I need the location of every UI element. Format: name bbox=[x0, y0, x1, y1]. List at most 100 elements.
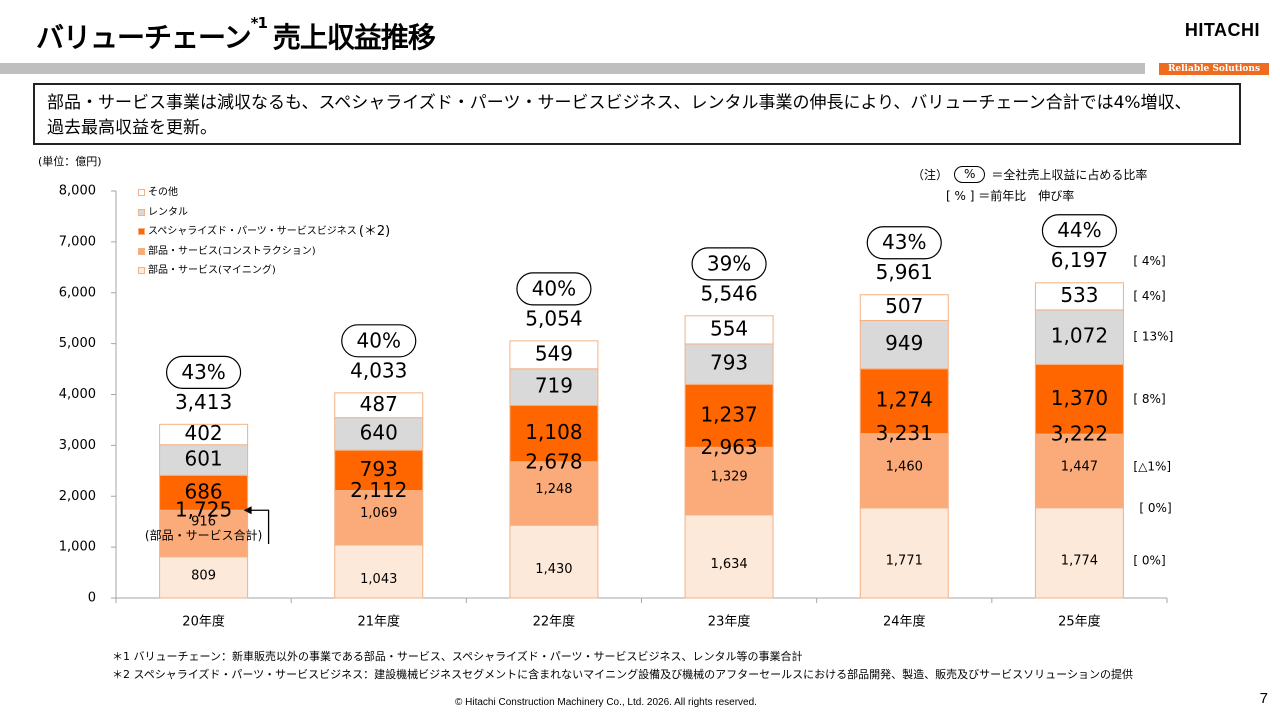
legend-item: 部品・サービス(マイニング) bbox=[138, 261, 390, 281]
legend-label: スペシャライズド・パーツ・サービスビジネス bbox=[148, 226, 357, 237]
page-number: 7 bbox=[1259, 690, 1268, 707]
bar-segment bbox=[334, 392, 424, 419]
share-pill bbox=[866, 226, 942, 260]
segment-label: 549 bbox=[535, 341, 573, 365]
footnotes: ＊1 バリューチェーン：新車販売以外の事業である部品・サービス、スペシャライズド… bbox=[112, 648, 1133, 684]
x-tick-label: 20年度 bbox=[182, 614, 225, 630]
share-pill-label: 40% bbox=[357, 328, 401, 352]
x-tick-label: 25年度 bbox=[1058, 614, 1101, 630]
legend-swatch bbox=[138, 247, 145, 255]
y-tick-label: 7,000 bbox=[59, 234, 96, 249]
segment-label: 402 bbox=[184, 421, 222, 445]
share-pill-label: 44% bbox=[1057, 218, 1101, 242]
legend-item: スペシャライズド・パーツ・サービスビジネス (＊2) bbox=[138, 222, 390, 242]
share-pill-label: 39% bbox=[707, 251, 751, 275]
share-pill bbox=[516, 272, 592, 306]
bar-segment bbox=[684, 315, 774, 345]
unit-label: (単位：億円) bbox=[38, 155, 102, 168]
summary-line-2: 過去最高収益を更新。 bbox=[47, 118, 217, 138]
bar-segment bbox=[684, 383, 774, 448]
segment-label: 1,274 bbox=[876, 388, 933, 412]
bar-segment bbox=[509, 404, 599, 463]
segment-label: 686 bbox=[184, 479, 222, 503]
segment-label: 1,460 bbox=[886, 459, 923, 474]
bar-segment bbox=[159, 509, 249, 558]
total-label: 5,546 bbox=[700, 281, 757, 305]
segment-label: 809 bbox=[191, 569, 216, 584]
parts-service-annotation: (部品・サービス合計) bbox=[145, 528, 262, 543]
legend-swatch bbox=[138, 267, 145, 275]
copyright: © Hitachi Construction Machinery Co., Lt… bbox=[455, 697, 757, 708]
footnote-2: ＊2 スペシャライズド・パーツ・サービスビジネス：建設機械ビジネスセグメントに含… bbox=[112, 668, 1133, 681]
y-tick-label: 3,000 bbox=[59, 438, 96, 453]
total-label: 6,197 bbox=[1051, 248, 1108, 272]
page-title: バリューチェーン*1 売上収益推移 bbox=[36, 14, 436, 56]
bar-segment bbox=[1034, 282, 1124, 311]
segment-label: 1,774 bbox=[1061, 553, 1098, 568]
bar-segment bbox=[859, 368, 949, 435]
segment-label: 1,072 bbox=[1051, 324, 1108, 348]
share-pill-label: 40% bbox=[532, 276, 576, 300]
title-rest: 売上収益推移 bbox=[272, 21, 436, 54]
note-bracket-meaning: ＝前年比 伸び率 bbox=[978, 189, 1075, 203]
segment-label: 793 bbox=[710, 351, 748, 375]
y-tick-label: 5,000 bbox=[59, 336, 96, 351]
bar-segment bbox=[509, 340, 599, 370]
segment-label: 1,069 bbox=[360, 506, 397, 521]
note-pill-symbol: % bbox=[954, 166, 986, 183]
segment-label: 507 bbox=[885, 294, 923, 318]
x-tick-label: 23年度 bbox=[708, 614, 751, 630]
note-pill-meaning: ＝全社売上収益に占める比率 bbox=[991, 168, 1148, 182]
segment-label: 719 bbox=[535, 374, 573, 398]
segment-label: 793 bbox=[360, 457, 398, 481]
legend-swatch bbox=[138, 189, 145, 197]
parts-service-total-label: 2,112 bbox=[350, 478, 407, 502]
segment-label: 1,043 bbox=[360, 572, 397, 587]
hitachi-logo: HITACHI bbox=[1184, 20, 1260, 40]
legend-label: 部品・サービス(コンストラクション) bbox=[148, 245, 316, 257]
summary-line-1: 部品・サービス事業は減収なるも、スペシャライズド・パーツ・サービスビジネス、レン… bbox=[47, 93, 1192, 113]
bar-segment bbox=[334, 417, 424, 451]
segment-label: 487 bbox=[360, 392, 398, 416]
segment-label: 1,248 bbox=[535, 482, 572, 497]
segment-label: 1,108 bbox=[525, 420, 582, 444]
segment-label: 1,430 bbox=[535, 562, 572, 577]
legend-footnote-mark: (＊2) bbox=[358, 224, 391, 239]
y-tick-label: 0 bbox=[88, 591, 96, 606]
x-tick-label: 21年度 bbox=[357, 614, 400, 630]
segment-label: 949 bbox=[885, 331, 923, 355]
y-tick-label: 1,000 bbox=[59, 540, 96, 555]
y-tick-label: 2,000 bbox=[59, 489, 96, 504]
yoy-label: [ 4%] bbox=[1133, 254, 1165, 268]
bar-segment bbox=[159, 444, 249, 476]
parts-service-total-label: 2,963 bbox=[700, 435, 757, 459]
segment-label: 1,370 bbox=[1051, 386, 1108, 410]
segment-label: 1,237 bbox=[700, 402, 757, 426]
legend-item: その他 bbox=[138, 183, 390, 203]
segment-label: 916 bbox=[191, 515, 216, 530]
segment-label: 533 bbox=[1060, 283, 1098, 307]
title-main: バリューチェーン bbox=[36, 21, 252, 54]
annotation-arrow-head bbox=[243, 506, 252, 515]
bar-segment bbox=[684, 514, 774, 599]
legend-label: 部品・サービス(マイニング) bbox=[148, 265, 276, 276]
bar-segment bbox=[509, 368, 599, 406]
share-pill bbox=[691, 247, 767, 281]
bar-segment bbox=[509, 461, 599, 526]
yoy-label: [ 13%] bbox=[1133, 330, 1173, 344]
total-label: 5,961 bbox=[876, 260, 933, 284]
share-pill bbox=[1041, 214, 1118, 248]
note-yoy: [ % ] ＝前年比 伸び率 bbox=[946, 187, 1074, 204]
legend-swatch bbox=[138, 208, 145, 216]
parts-service-total-label: 2,678 bbox=[525, 449, 582, 473]
x-tick-label: 24年度 bbox=[883, 614, 926, 630]
note-share: （注） % ＝全社売上収益に占める比率 bbox=[912, 166, 1147, 183]
legend-label: その他 bbox=[148, 187, 178, 198]
share-pill-label: 43% bbox=[181, 360, 225, 384]
header-divider bbox=[0, 63, 1145, 74]
bar-segment bbox=[684, 446, 774, 516]
y-tick-label: 8,000 bbox=[59, 184, 96, 199]
segment-label: 640 bbox=[360, 420, 398, 444]
share-pill-label: 43% bbox=[882, 230, 926, 254]
yoy-label: [△1%] bbox=[1133, 459, 1171, 473]
